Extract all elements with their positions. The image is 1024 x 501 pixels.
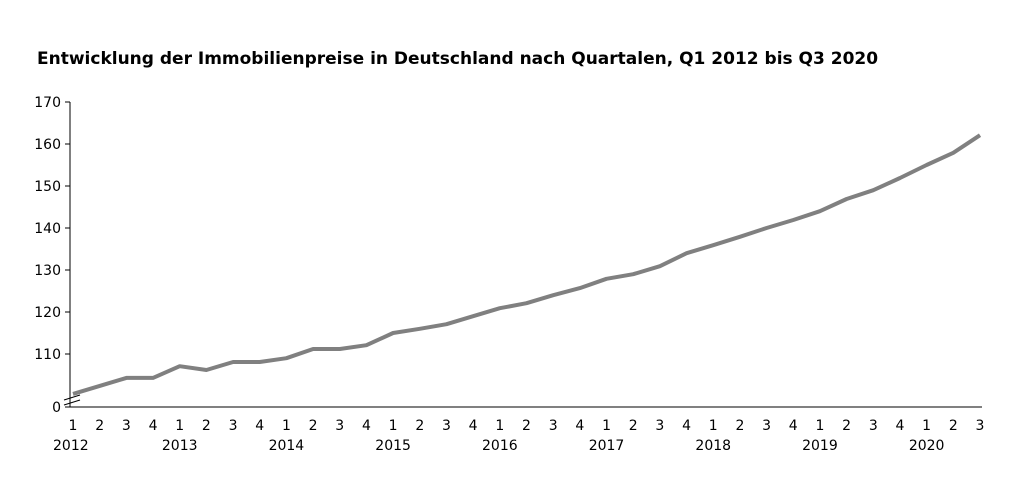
y-tick-label: 0 (52, 400, 61, 416)
y-tick-label: 170 (34, 95, 61, 111)
x-tick-label: 4 (362, 418, 371, 434)
x-tick-label: 2 (415, 418, 424, 434)
series-line (72, 133, 982, 396)
axis-break-mark (63, 394, 81, 401)
y-tick-label: 120 (34, 305, 61, 321)
x-tick-label: 1 (709, 418, 718, 434)
x-tick-label: 4 (896, 418, 905, 434)
x-tick-label: 3 (655, 418, 664, 434)
x-tick-label: 4 (469, 418, 478, 434)
x-year-label: 2014 (269, 438, 305, 454)
x-tick-label: 3 (762, 418, 771, 434)
x-year-label: 2020 (909, 438, 945, 454)
x-tick-label: 1 (495, 418, 504, 434)
x-tick-label: 1 (602, 418, 611, 434)
x-tick-label: 3 (976, 418, 985, 434)
x-tick-label: 3 (869, 418, 878, 434)
x-year-label: 2012 (53, 438, 89, 454)
y-axis: 0 110 120 130 140 150 160 170 (34, 95, 81, 416)
x-tick-label: 1 (282, 418, 291, 434)
x-tick-label: 2 (95, 418, 104, 434)
x-tick-label: 1 (175, 418, 184, 434)
x-tick-label: 4 (255, 418, 264, 434)
x-tick-label: 3 (122, 418, 131, 434)
x-tick-label: 1 (922, 418, 931, 434)
x-tick-label: 4 (682, 418, 691, 434)
x-tick-label: 4 (575, 418, 584, 434)
y-tick-label: 140 (34, 221, 61, 237)
y-tick-label: 160 (34, 137, 61, 153)
y-tick-label: 150 (34, 179, 61, 195)
x-tick-label: 2 (842, 418, 851, 434)
x-year-label: 2017 (589, 438, 625, 454)
x-tick-label: 4 (149, 418, 158, 434)
x-tick-label: 4 (789, 418, 798, 434)
x-tick-label: 1 (69, 418, 78, 434)
x-tick-label: 3 (229, 418, 238, 434)
x-year-label: 2013 (162, 438, 198, 454)
x-tick-label: 2 (522, 418, 531, 434)
x-tick-label: 3 (335, 418, 344, 434)
x-tick-label: 3 (549, 418, 558, 434)
x-tick-label: 2 (629, 418, 638, 434)
x-tick-label: 2 (735, 418, 744, 434)
x-axis: 1 2 3 4 1 2 3 4 1 2 3 4 1 2 3 4 1 2 3 4 1 2 3 4 1 2 3 4 1 2 3 4 1 2 3 2012 2… (53, 406, 985, 454)
chart-title: Entwicklung der Immobilienpreise in Deut… (37, 49, 878, 69)
x-year-label: 2016 (482, 438, 518, 454)
x-tick-label: 1 (389, 418, 398, 434)
x-tick-label: 3 (442, 418, 451, 434)
x-year-label: 2015 (375, 438, 411, 454)
y-tick-label: 130 (34, 263, 61, 279)
x-tick-label: 2 (309, 418, 318, 434)
x-year-label: 2019 (802, 438, 838, 454)
x-year-label: 2018 (695, 438, 731, 454)
y-tick-label: 110 (34, 347, 61, 363)
x-tick-label: 2 (202, 418, 211, 434)
x-tick-label: 2 (949, 418, 958, 434)
series (72, 133, 982, 396)
x-tick-label: 1 (815, 418, 824, 434)
axis-break-mark (63, 399, 81, 406)
